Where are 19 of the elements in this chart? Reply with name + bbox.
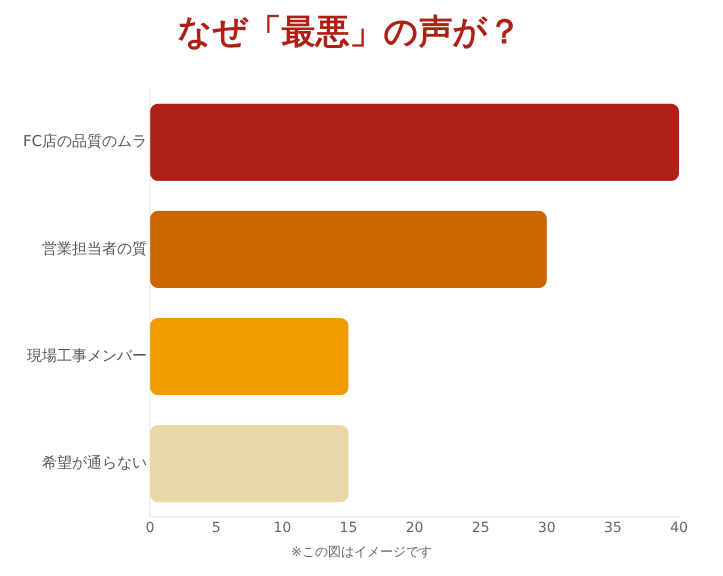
x-tick-label: 40: [670, 520, 688, 536]
x-tick-label: 5: [212, 520, 221, 536]
x-tick-label: 15: [340, 520, 358, 536]
x-tick-label: 10: [273, 520, 292, 536]
x-tick-label: 30: [538, 520, 556, 536]
y-tick-label: 現場工事メンバー: [27, 346, 148, 364]
x-tick-label: 20: [406, 520, 424, 536]
text: ※この図はイメージです: [290, 544, 433, 561]
x-tick-label: 25: [472, 520, 490, 536]
chart-title: なぜ「最悪」の声が？: [178, 12, 522, 52]
bar: [150, 210, 547, 288]
bar: [150, 425, 348, 502]
y-tick-label: FC店の品質のムラ: [22, 132, 148, 150]
y-tick-label: 営業担当者の質: [42, 239, 148, 258]
bar: [150, 318, 348, 396]
x-tick-label: 35: [604, 520, 622, 536]
y-tick-label: 希望が通らない: [42, 454, 148, 472]
bar: [150, 104, 679, 181]
x-tick-label: 0: [146, 520, 155, 536]
